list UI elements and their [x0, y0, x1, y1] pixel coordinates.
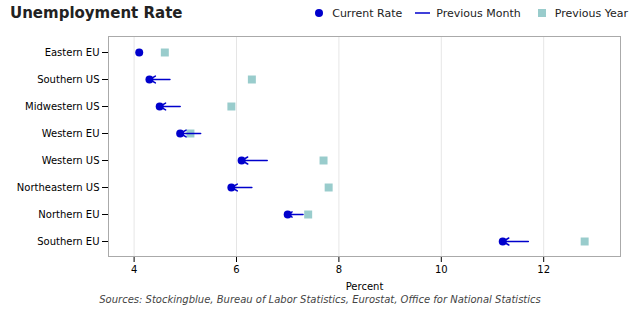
svg-text:Midwestern US: Midwestern US: [25, 101, 100, 112]
svg-text:Western EU: Western EU: [42, 128, 100, 139]
svg-text:6: 6: [233, 264, 239, 275]
svg-text:Northeastern US: Northeastern US: [17, 182, 100, 193]
svg-text:Western US: Western US: [42, 155, 100, 166]
svg-text:Southern EU: Southern EU: [37, 236, 99, 247]
html-text:Previous Month: Previous Month: [436, 6, 521, 20]
html-text:Previous Year: Previous Year: [554, 6, 628, 20]
svg-text:8: 8: [336, 264, 342, 275]
svg-text:Northern EU: Northern EU: [38, 209, 99, 220]
svg-text:Southern US: Southern US: [37, 74, 99, 85]
svg-text:Eastern EU: Eastern EU: [45, 47, 100, 58]
html-text:Current Rate: Current Rate: [332, 6, 403, 20]
html-text:Sources: Stockingblue, Bureau: Sources: Stockingblue, Bureau of Labor S…: [99, 294, 541, 305]
html-text:Unemployment Rate: Unemployment Rate: [10, 4, 183, 22]
svg-text:12: 12: [537, 264, 550, 275]
svg-text:4: 4: [131, 264, 137, 275]
svg-text:Percent: Percent: [346, 281, 384, 292]
svg-text:10: 10: [435, 264, 448, 275]
